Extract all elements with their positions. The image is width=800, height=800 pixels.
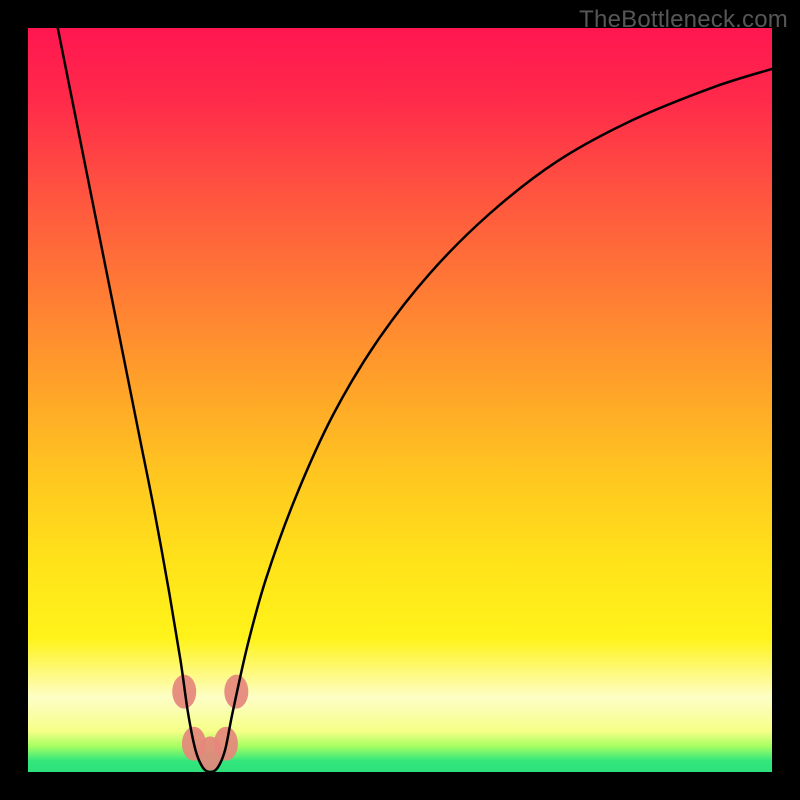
- watermark-text: TheBottleneck.com: [579, 6, 788, 34]
- bottleneck-chart: [0, 0, 800, 800]
- chart-plot-area: [28, 28, 772, 772]
- chart-container: TheBottleneck.com: [0, 0, 800, 800]
